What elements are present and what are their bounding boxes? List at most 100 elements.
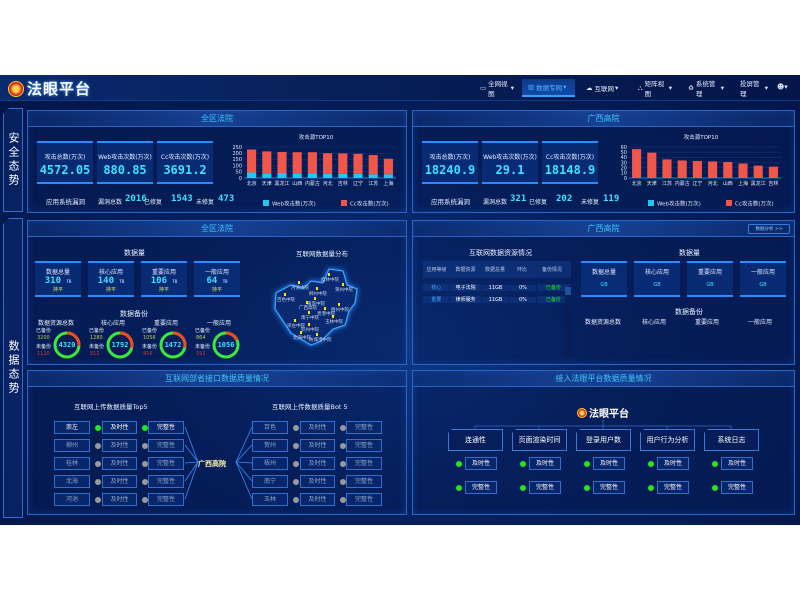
status-dot	[520, 484, 526, 491]
completeness-tag[interactable]: 完整性	[657, 481, 689, 494]
y-tick-label: 0	[239, 176, 242, 182]
category-box[interactable]: 登录用户数	[576, 429, 631, 451]
bar-chart-icon: ▥	[528, 83, 535, 91]
completeness-tag[interactable]: 完整性	[593, 481, 625, 494]
nav-item-0[interactable]: ▭ 全网视图 ▾	[474, 79, 520, 98]
y-tick-label: 0	[624, 176, 627, 182]
nav-item-1[interactable]: ▥ 数据专网 ▾	[522, 79, 575, 97]
table-cell: 核心	[423, 284, 450, 291]
timeliness-tag[interactable]: 及时性	[102, 457, 137, 470]
column-header: 备份情况	[541, 267, 562, 273]
x-tick-label: 辽宁	[692, 180, 702, 187]
top5-title: 互联网上传数据质量Top5	[74, 403, 148, 411]
category-box[interactable]: 用户行为分析	[640, 429, 695, 451]
timeliness-tag[interactable]: 及时性	[300, 439, 335, 452]
city-tag[interactable]: 河池	[54, 493, 90, 506]
city-tag[interactable]: 桂林	[54, 457, 90, 470]
volume-unit: TB	[222, 279, 228, 284]
bar-web	[338, 173, 348, 178]
timeliness-tag[interactable]: 及时性	[657, 457, 689, 470]
chevron-down-icon: ▾	[668, 84, 672, 92]
city-tag[interactable]: 贺州	[252, 439, 288, 452]
completeness-tag[interactable]: 完整性	[346, 475, 382, 488]
stat-card: Cc攻击次数(万次) 3691.2	[157, 141, 213, 184]
completeness-tag[interactable]: 完整性	[148, 475, 184, 488]
completeness-tag[interactable]: 完整性	[346, 457, 382, 470]
city-tag[interactable]: 崇左	[54, 421, 90, 434]
completeness-tag[interactable]: 完整性	[529, 481, 561, 494]
map-label: 崇左中院	[287, 322, 305, 329]
recycle-icon: ♻	[688, 84, 694, 92]
volume-label: 重要应用	[151, 269, 176, 276]
map-title: 互联网数据量分布	[296, 250, 348, 258]
timeliness-tag[interactable]: 及时性	[300, 421, 335, 434]
completeness-tag[interactable]: 完整性	[346, 493, 382, 506]
city-tag[interactable]: 梧州	[252, 457, 288, 470]
bar-cc	[708, 161, 718, 178]
completeness-tag[interactable]: 完整性	[148, 421, 184, 434]
table-row[interactable]: 重要 律师服务 11GB 0% 已备份	[423, 294, 571, 305]
timeliness-tag[interactable]: 及时性	[102, 475, 137, 488]
category-box[interactable]: 页面渲染时间	[512, 429, 567, 451]
nav-item-4[interactable]: ♻ 系统管理 ▾	[682, 79, 730, 98]
app-logo[interactable]: 法眼平台	[8, 78, 91, 99]
data-analysis-button[interactable]: 数据分析 >>	[748, 224, 790, 234]
stat-label: Web攻击次数(万次)	[483, 154, 537, 161]
vuln-fixed: 202	[556, 194, 573, 204]
completeness-tag[interactable]: 完整性	[148, 457, 184, 470]
nav-item-3[interactable]: ⛬ 矩阵视图 ▾	[632, 79, 678, 98]
backed-label: 已备份	[89, 328, 105, 334]
side-label-data[interactable]: 数据态势	[3, 218, 23, 518]
completeness-tag[interactable]: 完整性	[465, 481, 497, 494]
status-dot	[142, 442, 148, 449]
timeliness-tag[interactable]: 及时性	[300, 475, 335, 488]
table-row[interactable]: 核心 电子法院 11GB 0% 已备份	[423, 282, 571, 293]
side-label-security[interactable]: 安全态势	[3, 108, 23, 212]
timeliness-tag[interactable]: 及时性	[300, 493, 335, 506]
status-dot	[95, 424, 101, 431]
status-dot	[142, 478, 148, 485]
volume-value: 310	[44, 276, 61, 286]
completeness-tag[interactable]: 完整性	[148, 439, 184, 452]
map-marker	[316, 287, 318, 290]
nav-item-5[interactable]: 投屏管理 ▾	[734, 79, 774, 98]
nav-item-2[interactable]: ☁ 互联网 ▾	[580, 79, 626, 97]
platform-logo-text: 法眼平台	[589, 409, 629, 420]
city-tag[interactable]: 北海	[54, 475, 90, 488]
city-tag[interactable]: 百色	[252, 421, 288, 434]
volume-label: 重要应用	[697, 269, 722, 276]
category-box[interactable]: 连通性	[448, 429, 503, 451]
completeness-tag[interactable]: 完整性	[148, 493, 184, 506]
timeliness-tag[interactable]: 及时性	[102, 439, 137, 452]
timeliness-tag[interactable]: 及时性	[300, 457, 335, 470]
column-header: 数据总量	[484, 267, 505, 273]
city-tag[interactable]: 玉林	[252, 493, 288, 506]
status-dot	[95, 442, 101, 449]
category-box[interactable]: 系统日志	[704, 429, 759, 451]
city-tag[interactable]: 南宁	[252, 475, 288, 488]
timeliness-tag[interactable]: 及时性	[721, 457, 753, 470]
chevron-down-icon: ▾	[615, 84, 619, 92]
attack-source-chart: 攻击源TOP10 050100150200250 北京 天津 黑龙江 山西 内蒙古 河北 吉林辽…	[232, 133, 396, 208]
status-dot	[712, 484, 718, 491]
table-title: 互联网数据资源情况	[469, 249, 532, 257]
scrollbar-thumb[interactable]	[565, 287, 571, 295]
timeliness-tag[interactable]: 及时性	[465, 457, 497, 470]
center-court-label: 广西高院	[198, 460, 226, 468]
x-tick-label: 吉林	[768, 180, 778, 187]
user-menu-icon[interactable]: ☻▾	[777, 83, 788, 91]
completeness-tag[interactable]: 完整性	[721, 481, 753, 494]
stat-label: 攻击总数(万次)	[429, 154, 471, 161]
x-tick-label: 北京	[247, 180, 257, 187]
timeliness-tag[interactable]: 及时性	[593, 457, 625, 470]
completeness-tag[interactable]: 完整性	[346, 439, 382, 452]
volume-unit: GB	[759, 282, 767, 288]
table-scrollbar[interactable]	[565, 287, 571, 357]
city-tag[interactable]: 柳州	[54, 439, 90, 452]
timeliness-tag[interactable]: 及时性	[529, 457, 561, 470]
completeness-tag[interactable]: 完整性	[346, 421, 382, 434]
timeliness-tag[interactable]: 及时性	[102, 421, 137, 434]
status-dot	[293, 442, 299, 449]
volume-card: 重要应用 GB	[687, 261, 733, 297]
timeliness-tag[interactable]: 及时性	[102, 493, 137, 506]
